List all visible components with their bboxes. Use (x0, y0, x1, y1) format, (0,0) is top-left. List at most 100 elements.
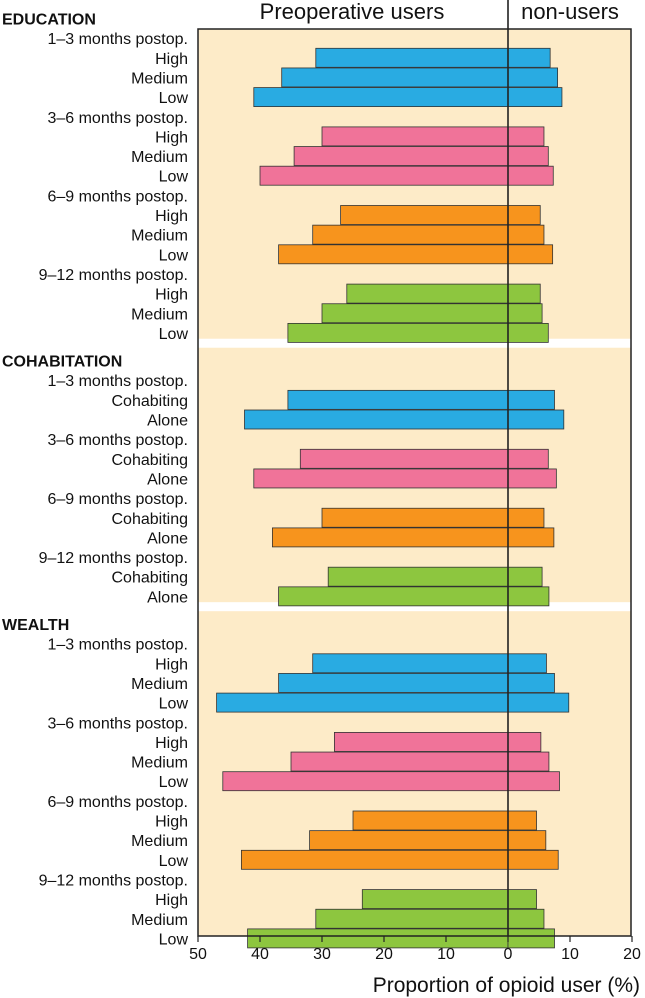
row-label: Cohabiting (112, 511, 189, 528)
section-title: COHABITATION (2, 354, 122, 371)
section-title: WEALTH (2, 617, 69, 634)
row-label: High (155, 287, 188, 304)
bar-non-users (507, 244, 554, 265)
row-label: Cohabiting (112, 570, 189, 587)
bar-users (361, 889, 509, 909)
bar-users (309, 830, 509, 851)
row-label: Low (159, 931, 189, 948)
bar-non-users (507, 751, 550, 772)
bar-non-users (507, 47, 551, 68)
period-label: 3–6 months postop. (47, 110, 188, 127)
period-label: 6–9 months postop. (47, 491, 188, 508)
section-separator (198, 338, 631, 348)
x-tick-label: 20 (623, 946, 641, 963)
bar-users (278, 244, 509, 265)
bar-non-users (507, 849, 559, 870)
bar-users (293, 146, 509, 166)
bar-non-users (507, 586, 550, 607)
x-tick-label: 30 (313, 946, 331, 963)
period-label: 1–3 months postop. (47, 31, 188, 48)
x-tick-label: 10 (437, 946, 455, 963)
bar-non-users (507, 527, 555, 548)
axes: 50 40 30 20 10 0 10 20 (189, 0, 641, 963)
bar-non-users (507, 928, 555, 949)
bar-non-users (507, 303, 543, 324)
row-label: High (155, 129, 188, 146)
bar-non-users (507, 224, 545, 245)
row-label: Medium (131, 912, 188, 929)
period-label: 6–9 months postop. (47, 188, 188, 205)
bar-users (299, 448, 509, 469)
bar-non-users (507, 205, 541, 225)
bar-non-users (507, 507, 545, 528)
bar-non-users (507, 409, 565, 430)
period-label: 3–6 months postop. (47, 432, 188, 449)
period-label: 3–6 months postop. (47, 715, 188, 732)
bar-non-users (507, 673, 555, 693)
x-tick-label: 10 (561, 946, 579, 963)
row-label: High (155, 656, 188, 673)
bar-users (346, 283, 509, 304)
row-label: Alone (147, 471, 188, 488)
period-label: 6–9 months postop. (47, 794, 188, 811)
row-label: High (155, 208, 188, 225)
bar-users (253, 468, 509, 489)
bar-users (315, 908, 509, 929)
row-label: Medium (131, 755, 188, 772)
bar-users (352, 810, 509, 831)
row-label: Low (159, 169, 189, 186)
row-label: Medium (131, 833, 188, 850)
row-label: Alone (147, 589, 188, 606)
bar-users (253, 87, 509, 107)
row-label: Alone (147, 530, 188, 547)
bar-non-users (507, 146, 549, 166)
bar-users (281, 67, 509, 88)
x-tick-label: 0 (504, 946, 513, 963)
row-label: High (155, 814, 188, 831)
row-label: Low (159, 774, 189, 791)
row-label: High (155, 51, 188, 68)
bar-non-users (507, 389, 555, 410)
bar-non-users (507, 448, 549, 469)
bar-users (216, 692, 509, 713)
bar-users (290, 751, 509, 772)
bar-non-users (507, 87, 563, 107)
bar-users (333, 732, 509, 752)
x-tick-label: 40 (251, 946, 269, 963)
bar-non-users (507, 810, 537, 831)
bar-users (287, 322, 509, 343)
bar-non-users (507, 830, 547, 851)
bar-users (312, 653, 509, 674)
bar-users (244, 409, 509, 430)
row-label: High (155, 892, 188, 909)
bar-users (259, 165, 509, 186)
bar-users (312, 224, 509, 245)
period-label: 1–3 months postop. (47, 373, 188, 390)
row-label: High (155, 735, 188, 752)
bar-users (240, 849, 509, 870)
section-separator (198, 602, 631, 612)
row-label: Medium (131, 306, 188, 323)
row-label: Alone (147, 413, 188, 430)
row-label: Medium (131, 149, 188, 166)
bar-non-users (507, 692, 570, 713)
bar-non-users (507, 566, 543, 587)
period-label: 9–12 months postop. (39, 267, 188, 284)
bar-users (287, 389, 509, 410)
bar-users (315, 47, 509, 68)
row-label: Medium (131, 676, 188, 693)
bar-users (278, 673, 509, 693)
x-tick-label: 20 (375, 946, 393, 963)
bar-non-users (507, 771, 560, 792)
row-label: Low (159, 853, 189, 870)
bar-non-users (507, 67, 558, 88)
row-label: Low (159, 326, 189, 343)
row-label: Low (159, 696, 189, 713)
x-axis-label: Proportion of opioid user (%) (373, 974, 640, 997)
row-label: Medium (131, 70, 188, 87)
bar-non-users (507, 889, 537, 909)
row-label: Cohabiting (112, 393, 189, 410)
bar-non-users (507, 468, 557, 489)
period-label: 1–3 months postop. (47, 637, 188, 654)
